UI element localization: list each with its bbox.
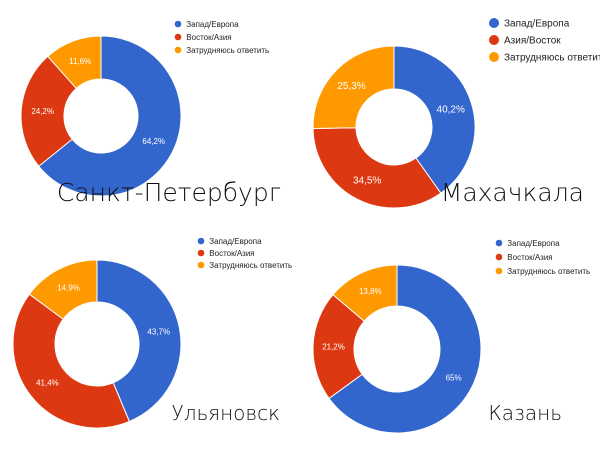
legend-label: Запад/Европа [507, 239, 560, 248]
slice-value-label: 40,2% [437, 104, 465, 115]
legend-marker [495, 267, 503, 275]
donut-slice [96, 259, 182, 423]
legend-label: Восток/Азия [209, 249, 254, 258]
donut-slice [47, 35, 102, 90]
legend-marker [197, 249, 205, 257]
donut-chart: 43,7% 41,4% 14,9% Запад/Европа Восток/Азия За… [12, 237, 292, 429]
donut-slice [312, 127, 442, 209]
legend-label: Запад/Европа [209, 237, 262, 246]
slice-value-label: 34,5% [353, 176, 381, 187]
donut-slice [20, 55, 78, 167]
slice-value-label: 64,2% [142, 137, 165, 146]
chart-title-ulyanovsk: Ульяновск [172, 401, 281, 425]
slice-value-label: 11,6% [69, 57, 91, 66]
donut-chart: 65% 21,2% 13,8% Запад/Европа Восток/Азия Затр… [312, 239, 590, 434]
legend-marker [174, 20, 182, 28]
legend-marker [174, 33, 182, 41]
legend-label: Затрудняюсь ответить [504, 53, 600, 64]
donut-slice [12, 293, 131, 429]
legend-label: Восток/Азия [507, 253, 552, 262]
donut-chart: 64,2% 24,2% 11,6% Запад/Европа Восток/Азия За… [20, 20, 281, 207]
legend-label: Запад/Европа [186, 20, 239, 29]
slice-value-label: 41,4% [36, 379, 59, 388]
donut-slice [38, 35, 182, 197]
slice-value-label: 14,9% [57, 284, 80, 293]
slice-value-label: 25,3% [337, 81, 365, 92]
slice-value-label: 65% [446, 374, 462, 383]
legend-label: Затрудняюсь ответить [507, 267, 590, 276]
legend-marker [197, 237, 205, 245]
legend-label: Восток/Азия [186, 33, 231, 42]
donut-chart: 40,2% 34,5% 25,3% Запад/Европа Азия/Восток За… [312, 18, 600, 209]
donut-slice [332, 264, 398, 322]
donut-slice [312, 45, 395, 130]
legend-label: Затрудняюсь ответить [186, 46, 269, 55]
chart-title-kazan: Казань [488, 401, 562, 425]
slice-value-label: 21,2% [322, 342, 345, 351]
legend-label: Затрудняюсь ответить [209, 261, 292, 270]
chart-title-spb: Санкт-Петербург [57, 178, 281, 207]
legend-marker [489, 18, 499, 28]
legend-label: Запад/Европа [504, 19, 570, 30]
legend-marker [174, 46, 182, 54]
legend-marker [489, 35, 499, 45]
donut-slice [28, 259, 98, 320]
chart-title-makhachkala: Махачкала [441, 178, 584, 207]
legend-marker [489, 52, 499, 62]
legend-label: Азия/Восток [504, 36, 561, 47]
donut-slice [328, 264, 482, 434]
slice-value-label: 24,2% [31, 107, 54, 116]
slice-value-label: 43,7% [147, 327, 170, 336]
legend-marker [495, 239, 503, 247]
donut-slice [393, 45, 476, 194]
legend-marker [495, 253, 503, 261]
slice-value-label: 13,8% [359, 287, 382, 296]
legend-marker [197, 261, 205, 269]
